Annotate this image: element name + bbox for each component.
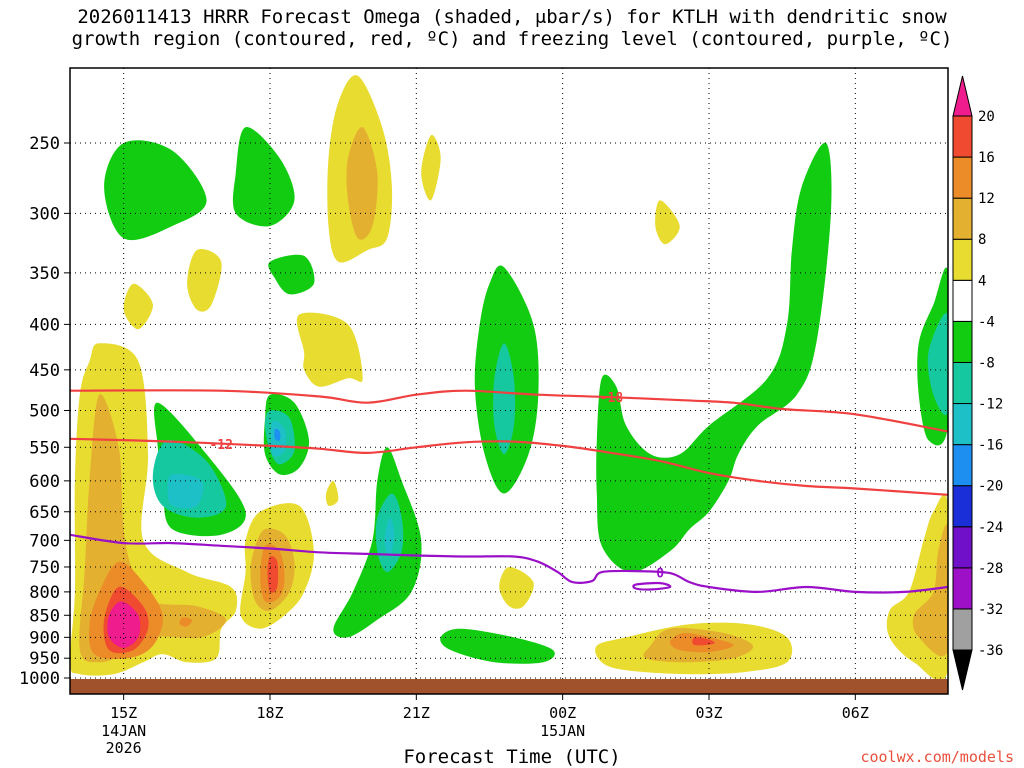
x-tick-label: 00Z [549, 704, 576, 722]
colorbar-bin [952, 156, 973, 199]
y-tick-label: 700 [29, 531, 60, 551]
y-tick-label: 500 [29, 402, 60, 422]
omega-region-neg12 [167, 473, 204, 509]
y-tick-label: 300 [29, 204, 60, 224]
colorbar-bin [952, 279, 973, 322]
omega-region-4 [421, 134, 441, 201]
colorbar-tick-label: 4 [978, 273, 986, 289]
colorbar-bin [952, 197, 973, 240]
x-tick-sublabel: 2026 [106, 739, 142, 757]
omega-region-4 [325, 480, 339, 506]
colorbar-bin [952, 320, 973, 363]
omega-region-neg8 [493, 343, 516, 455]
x-tick-label: 18Z [256, 704, 283, 722]
omega-region-4 [499, 566, 534, 609]
colorbar-bin [952, 403, 973, 446]
omega-region-neg8 [927, 312, 948, 416]
colorbar-tick-label: -28 [978, 561, 1003, 577]
omega-region-neg4 [104, 140, 207, 241]
omega-region-neg4 [232, 127, 295, 227]
contour-freezing-level [70, 533, 948, 594]
x-tick-sublabel: 14JAN [101, 722, 146, 740]
y-tick-label: 650 [29, 503, 60, 523]
contour-dendritic-upper-bound [70, 389, 948, 433]
colorbar-tick-label: 12 [978, 191, 995, 207]
omega-region-neg4 [268, 254, 315, 295]
y-tick-label: 600 [29, 472, 60, 492]
colorbar-tick-label: 20 [978, 109, 995, 125]
chart-title: 2026011413 HRRR Forecast Omega (shaded, … [71, 6, 953, 50]
y-tick-label: 850 [29, 606, 60, 626]
y-tick-label: 800 [29, 583, 60, 603]
colorbar-bin [952, 526, 973, 569]
colorbar-bin [952, 115, 973, 158]
omega-region-neg16 [274, 428, 281, 441]
colorbar-tick-label: -12 [978, 397, 1003, 413]
y-tick-label: 550 [29, 438, 60, 458]
y-tick-label: 750 [29, 558, 60, 578]
x-tick-label: 21Z [403, 704, 430, 722]
colorbar-tick-label: 16 [978, 150, 995, 166]
x-tick-label: 06Z [842, 704, 869, 722]
omega-region-4 [655, 200, 680, 245]
omega-region-8 [912, 524, 948, 657]
x-tick-sublabel: 15JAN [540, 722, 585, 740]
plot-area: -18 -12 0 [70, 68, 948, 694]
colorbar-tick-label: 8 [978, 232, 986, 248]
colorbar-tick-label: -16 [978, 438, 1003, 454]
colorbar-tick-label: -36 [978, 643, 1003, 659]
contour-label: -12 [209, 438, 232, 453]
plot-frame [69, 67, 949, 695]
ground-surface [70, 679, 948, 694]
y-tick-label: 950 [29, 649, 60, 669]
omega-region-neg12 [384, 517, 395, 557]
y-tick-label: 400 [29, 315, 60, 335]
colorbar-bin [952, 485, 973, 528]
omega-region-8 [346, 127, 378, 240]
colorbar-bin [952, 361, 973, 405]
y-tick-label: 1000 [19, 669, 60, 689]
colorbar-tick-label: -4 [978, 314, 995, 330]
contour-freezing-level-loop [632, 581, 672, 591]
colorbar-tick-label: -32 [978, 602, 1003, 618]
contour-label: 0 [656, 567, 664, 582]
omega-region-neg4 [440, 628, 555, 664]
y-tick-label: 450 [29, 361, 60, 381]
colorbar-bin [952, 608, 973, 651]
x-tick-label: 15Z [110, 704, 137, 722]
omega-region-neg4 [596, 142, 832, 573]
colorbar-tick-label: -8 [978, 355, 995, 371]
x-tick-label: 03Z [695, 704, 722, 722]
colorbar-tick-label: -20 [978, 479, 1003, 495]
omega-region-20 [107, 601, 141, 648]
omega-region-16 [267, 555, 279, 593]
omega-region-4 [123, 283, 153, 330]
colorbar-bottom-arrow [952, 649, 973, 691]
contour-label: -18 [600, 391, 624, 406]
colorbar-bin [952, 238, 973, 281]
y-tick-label: 350 [29, 264, 60, 284]
credit-link[interactable]: coolwx.com/models [860, 748, 1014, 766]
colorbar-top-arrow [952, 75, 973, 117]
colorbar-bin [952, 567, 973, 610]
omega-region-4 [187, 249, 222, 312]
colorbar-bin [952, 444, 973, 487]
contour-dendritic-lower-bound [70, 437, 948, 496]
colorbar-tick-label: -24 [978, 520, 1003, 536]
y-tick-label: 900 [29, 628, 60, 648]
omega-region-4 [327, 339, 354, 379]
omega-region-12 [179, 617, 193, 627]
x-axis-label: Forecast Time (UTC) [403, 746, 621, 768]
y-tick-label: 250 [29, 134, 60, 154]
